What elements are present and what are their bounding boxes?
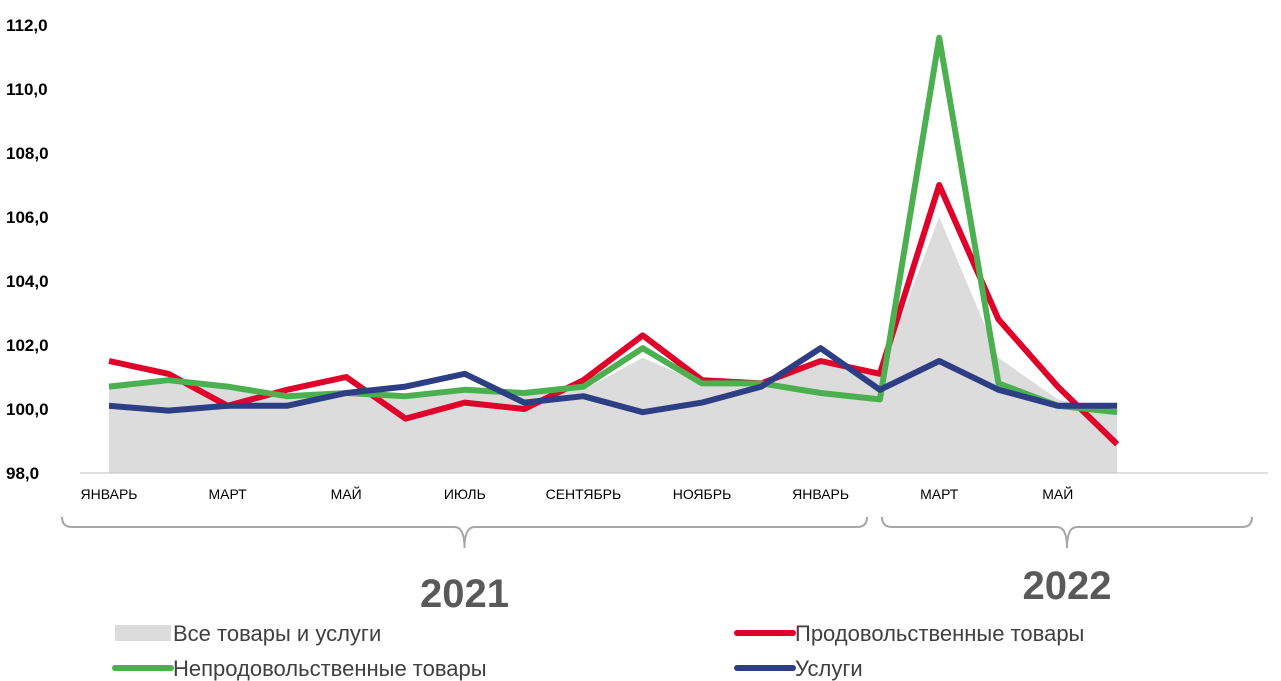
series-area-all-goods <box>109 217 1118 473</box>
legend-label: Непродовольственные товары <box>173 656 487 681</box>
x-tick-label: МАРТ <box>920 486 959 502</box>
legend-label: Продовольственные товары <box>795 621 1084 646</box>
x-tick-label: МАРТ <box>208 486 247 502</box>
y-tick-label: 104,0 <box>6 272 49 291</box>
y-tick-label: 110,0 <box>6 80 48 99</box>
legend-all-goods: Все товары и услуги <box>115 621 381 646</box>
series-lines <box>108 34 1120 447</box>
legend-label: Услуги <box>795 656 863 681</box>
y-tick-label: 100,0 <box>6 400 49 419</box>
legend-nonfood: Непродовольственные товары <box>112 656 487 681</box>
x-tick-label: НОЯБРЬ <box>673 486 732 502</box>
legend-food: Продовольственные товары <box>734 621 1084 646</box>
year-label: 2021 <box>420 572 509 616</box>
series-line-services <box>108 345 1118 416</box>
legend: Все товары и услуги Продовольственные тов… <box>112 621 1084 681</box>
y-tick-label: 112,0 <box>6 16 48 35</box>
y-axis-ticks: 98,0 100,0 102,0 104,0 106,0 108,0 110,0 112,0 <box>6 16 49 483</box>
x-tick-label: ЯНВАРЬ <box>792 486 849 502</box>
area-layer <box>109 217 1118 473</box>
y-tick-label: 102,0 <box>6 336 49 355</box>
legend-services: Услуги <box>734 656 863 681</box>
year-braces: 2021 2022 <box>61 516 1253 616</box>
x-tick-label: МАЙ <box>1042 485 1073 502</box>
legend-swatch-area <box>115 625 171 641</box>
legend-label: Все товары и услуги <box>173 621 381 646</box>
series-line-nonfood <box>108 34 1118 416</box>
x-tick-label: СЕНТЯБРЬ <box>546 486 622 502</box>
year-label: 2022 <box>1023 564 1112 608</box>
x-tick-label: ЯНВАРЬ <box>81 486 138 502</box>
year-brace <box>61 516 868 549</box>
y-tick-label: 106,0 <box>6 208 49 227</box>
x-tick-label: ИЮЛЬ <box>444 486 486 502</box>
y-tick-label: 98,0 <box>6 464 39 483</box>
year-brace <box>881 516 1253 549</box>
y-tick-label: 108,0 <box>6 144 49 163</box>
x-tick-label: МАЙ <box>331 485 362 502</box>
x-axis-ticks: ЯНВАРЬ МАРТ МАЙ ИЮЛЬ СЕНТЯБРЬ НОЯБРЬ ЯНВАРЬ МАР… <box>81 485 1074 502</box>
